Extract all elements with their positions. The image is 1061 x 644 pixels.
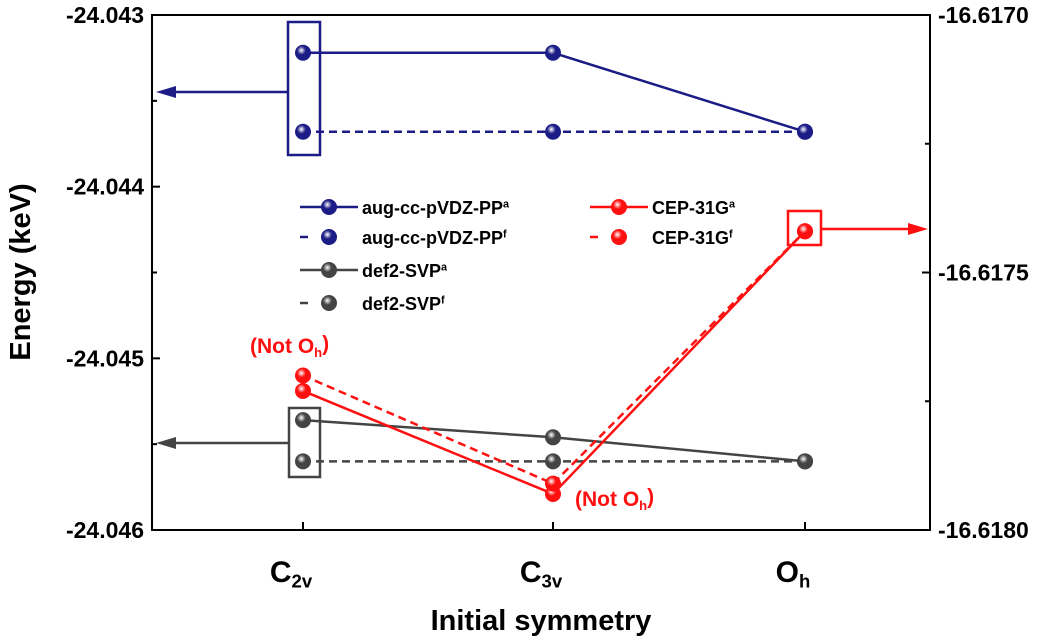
x-tick-label: Oh xyxy=(776,556,811,592)
legend-entry-part: f xyxy=(441,295,445,307)
data-point xyxy=(797,453,813,470)
legend-entry-part: aug-cc-pVDZ-PP xyxy=(362,228,503,248)
legend-entry-part: f xyxy=(503,229,507,241)
legend-entry-part: aug-cc-pVDZ-PP xyxy=(362,198,503,218)
left-tick-label: -24.046 xyxy=(66,517,144,543)
legend-entry: aug-cc-pVDZ-PPa xyxy=(362,198,510,218)
legend-entry-part: a xyxy=(441,262,448,274)
annotation-not-oh-part: ) xyxy=(322,333,329,356)
data-point xyxy=(545,453,561,470)
data-point xyxy=(295,44,311,61)
legend-entry-part: CEP-31G xyxy=(652,198,729,218)
annotation-not-oh: (Not Oh) xyxy=(575,486,654,513)
annotation-not-oh-part: ) xyxy=(647,486,654,509)
arrowhead-icon xyxy=(156,86,176,98)
legend-marker xyxy=(611,199,627,215)
annotation-not-oh: (Not Oh) xyxy=(250,333,329,360)
right-tick-label: -16.6170 xyxy=(938,2,1029,28)
right-tick-label: -16.6180 xyxy=(938,517,1029,543)
x-tick-label: C2v xyxy=(270,556,313,592)
x-tick-label-part: C xyxy=(520,556,542,589)
arrowhead-icon xyxy=(908,223,928,235)
legend-entry-part: a xyxy=(729,199,736,211)
annotation-not-oh-part: h xyxy=(314,345,322,360)
x-tick-label-part: h xyxy=(799,571,810,592)
legend-entry-part: def2-SVP xyxy=(362,261,441,281)
legend-entry-part: def2-SVP xyxy=(362,294,441,314)
left-tick-label: -24.044 xyxy=(66,174,144,200)
legend-entry: CEP-31Gf xyxy=(652,228,733,248)
legend-marker xyxy=(321,295,337,311)
legend-marker xyxy=(321,229,337,245)
data-point xyxy=(295,123,311,140)
legend-marker xyxy=(611,229,627,245)
x-tick-label: C3v xyxy=(520,556,563,592)
x-tick-label-part: C xyxy=(270,556,292,589)
legend-entry: aug-cc-pVDZ-PPf xyxy=(362,228,507,248)
arrowhead-icon xyxy=(156,437,176,449)
right-tick-label: -16.6175 xyxy=(938,260,1029,286)
x-tick-label-part: O xyxy=(776,556,799,589)
left-tick-label: -24.045 xyxy=(66,345,144,371)
legend-marker xyxy=(321,262,337,278)
left-tick-label: -24.043 xyxy=(66,2,144,28)
legend-entry-part: a xyxy=(503,199,510,211)
series-line-aug-cc-pVDZ-PP-a xyxy=(303,51,806,133)
data-point xyxy=(545,123,561,140)
data-point xyxy=(295,367,311,384)
legend-entry: def2-SVPa xyxy=(362,261,448,281)
data-point xyxy=(295,453,311,470)
data-point xyxy=(295,412,311,429)
x-tick-label-part: 3v xyxy=(541,571,562,592)
data-point xyxy=(797,123,813,140)
legend-entry: def2-SVPf xyxy=(362,294,445,314)
annotation-not-oh-part: (Not O xyxy=(250,335,314,358)
y-axis-title: Energy (keV) xyxy=(5,183,37,360)
data-point xyxy=(295,382,311,399)
annotation-not-oh-part: (Not O xyxy=(575,488,639,511)
legend-entry-part: CEP-31G xyxy=(652,228,729,248)
legend-entry: CEP-31Ga xyxy=(652,198,736,218)
annotation-not-oh-part: h xyxy=(639,498,647,513)
data-point xyxy=(545,429,561,446)
x-axis-title: Initial symmetry xyxy=(431,605,652,637)
data-point xyxy=(797,223,813,240)
x-tick-label-part: 2v xyxy=(291,571,312,592)
legend-marker xyxy=(321,199,337,215)
data-point xyxy=(545,44,561,61)
highlight-box-aug xyxy=(286,20,322,157)
series-line-CEP-31G-f xyxy=(302,230,806,486)
legend-entry-part: f xyxy=(729,229,733,241)
data-point xyxy=(545,475,561,492)
